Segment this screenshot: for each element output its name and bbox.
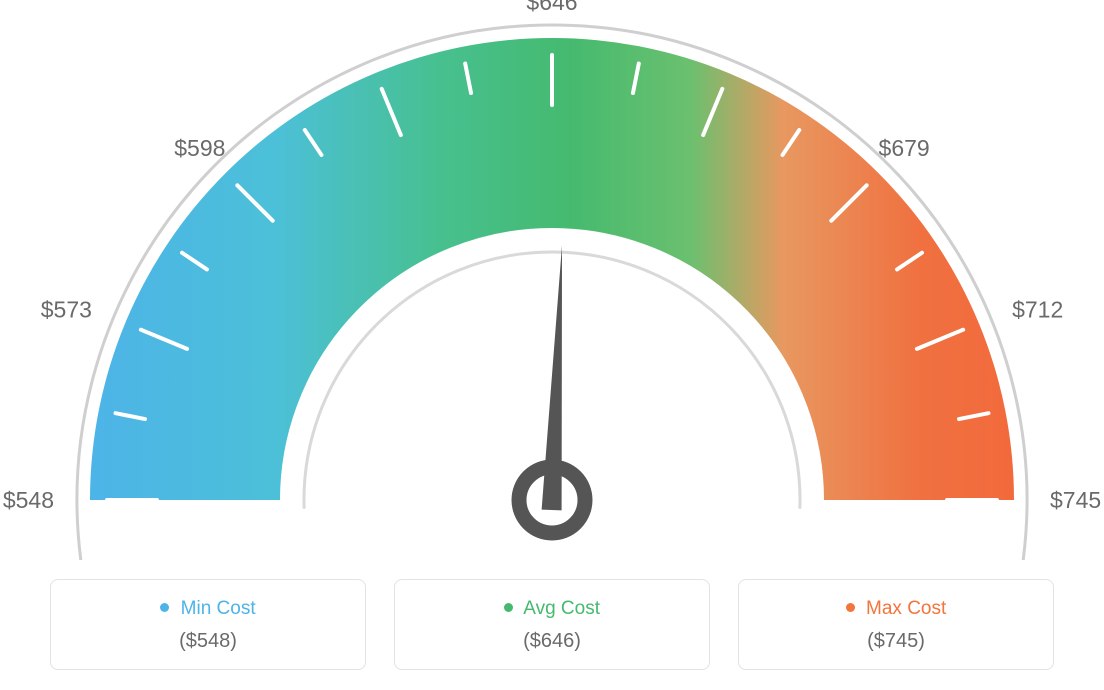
dot-icon xyxy=(846,603,855,612)
svg-text:$573: $573 xyxy=(41,296,92,322)
svg-text:$745: $745 xyxy=(1050,487,1101,513)
dot-icon xyxy=(160,603,169,612)
legend-row: Min Cost ($548) Avg Cost ($646) Max Cost… xyxy=(50,579,1054,670)
legend-card-min: Min Cost ($548) xyxy=(50,579,366,670)
svg-text:$712: $712 xyxy=(1012,296,1063,322)
svg-text:$598: $598 xyxy=(174,135,225,161)
legend-card-max: Max Cost ($745) xyxy=(738,579,1054,670)
legend-min-value: ($548) xyxy=(61,630,355,653)
svg-text:$679: $679 xyxy=(879,135,930,161)
legend-max-value: ($745) xyxy=(749,630,1043,653)
dot-icon xyxy=(504,603,513,612)
legend-avg-value: ($646) xyxy=(405,630,699,653)
svg-text:$548: $548 xyxy=(3,487,54,513)
legend-min-label: Min Cost xyxy=(181,598,256,619)
legend-avg-label: Avg Cost xyxy=(523,598,600,619)
legend-max-title: Max Cost xyxy=(749,598,1043,620)
legend-max-label: Max Cost xyxy=(866,598,946,619)
cost-gauge: $548 $573 $598 $646 $679 $712 $745 xyxy=(0,0,1104,560)
gauge-svg: $548 $573 $598 $646 $679 $712 $745 xyxy=(0,0,1104,560)
legend-avg-title: Avg Cost xyxy=(405,598,699,620)
legend-card-avg: Avg Cost ($646) xyxy=(394,579,710,670)
legend-min-title: Min Cost xyxy=(61,598,355,620)
svg-text:$646: $646 xyxy=(526,0,577,15)
